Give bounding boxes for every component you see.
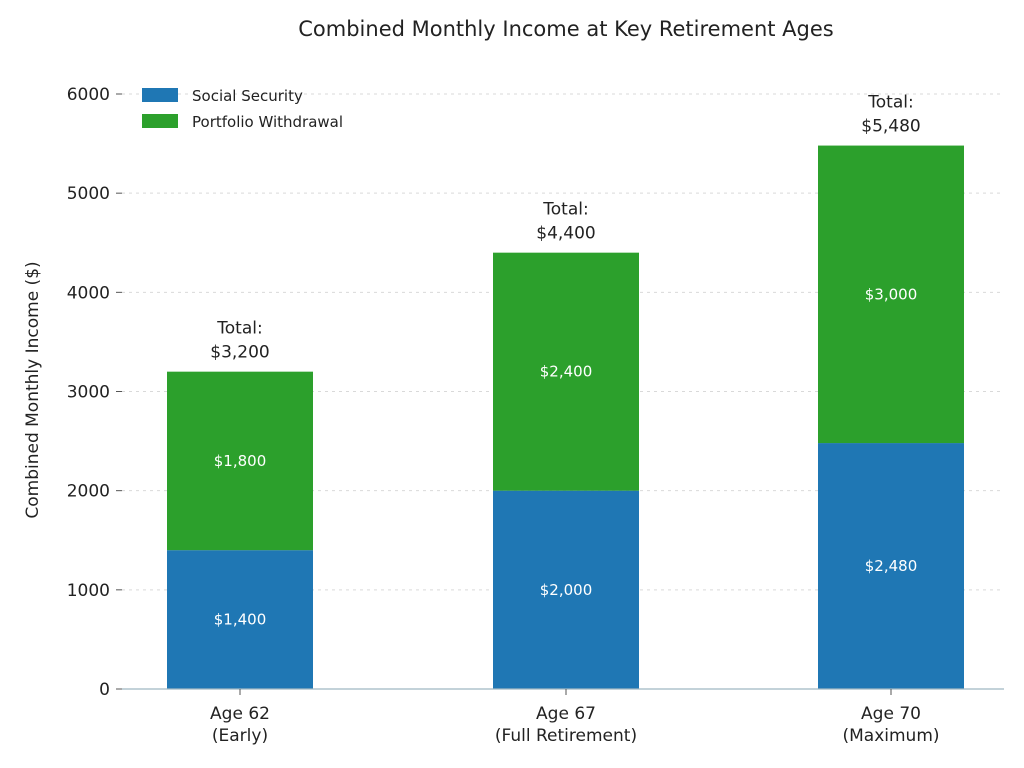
bar-social-security <box>818 443 964 689</box>
bars <box>167 145 964 689</box>
total-label: Total: <box>542 200 588 220</box>
segment-value-label: $2,400 <box>540 363 593 381</box>
x-tick-sublabel: (Full Retirement) <box>495 726 637 746</box>
axes: 0 1000 2000 3000 4000 5000 6000 Age 62(Early) Ag… <box>67 85 1004 746</box>
x-tick-label: Age 70 <box>861 704 921 724</box>
legend-swatch-portfolio-withdrawal <box>142 114 178 128</box>
x-tick-label: Age 67 <box>536 704 596 724</box>
chart-title: Combined Monthly Income at Key Retiremen… <box>298 17 833 41</box>
y-axis-label: Combined Monthly Income ($) <box>23 261 43 518</box>
bar-social-security <box>167 550 313 689</box>
segment-value-label: $1,800 <box>214 452 267 470</box>
y-tick-label: 0 <box>99 680 110 700</box>
y-tick-label: 3000 <box>67 383 110 403</box>
x-tick-label: Age 62 <box>210 704 270 724</box>
segment-value-label: $1,400 <box>214 611 267 629</box>
total-label: Total: <box>867 93 913 113</box>
bar-social-security <box>493 490 639 689</box>
y-tick-label: 2000 <box>67 482 110 502</box>
bar-labels: $1,400 $1,800 Total: $3,200 $2,000 $2,400 Tota… <box>210 93 920 629</box>
bar-portfolio-withdrawal <box>818 145 964 444</box>
legend: Social Security Portfolio Withdrawal <box>142 87 343 131</box>
total-value: $3,200 <box>210 343 269 363</box>
y-tick-label: 1000 <box>67 581 110 601</box>
total-value: $4,400 <box>536 224 595 244</box>
total-value: $5,480 <box>861 117 920 137</box>
y-tick-label: 5000 <box>67 184 110 204</box>
segment-value-label: $2,000 <box>540 581 593 599</box>
y-tick-label: 4000 <box>67 283 110 303</box>
x-tick-sublabel: (Early) <box>212 726 268 746</box>
x-tick-sublabel: (Maximum) <box>842 726 939 746</box>
segment-value-label: $2,480 <box>865 557 918 575</box>
legend-label-portfolio-withdrawal: Portfolio Withdrawal <box>192 113 343 131</box>
segment-value-label: $3,000 <box>865 285 918 303</box>
y-tick-label: 6000 <box>67 85 110 105</box>
bar-portfolio-withdrawal <box>493 252 639 491</box>
total-label: Total: <box>216 319 262 339</box>
legend-swatch-social-security <box>142 88 178 102</box>
bar-portfolio-withdrawal <box>167 371 313 551</box>
legend-label-social-security: Social Security <box>192 87 303 105</box>
